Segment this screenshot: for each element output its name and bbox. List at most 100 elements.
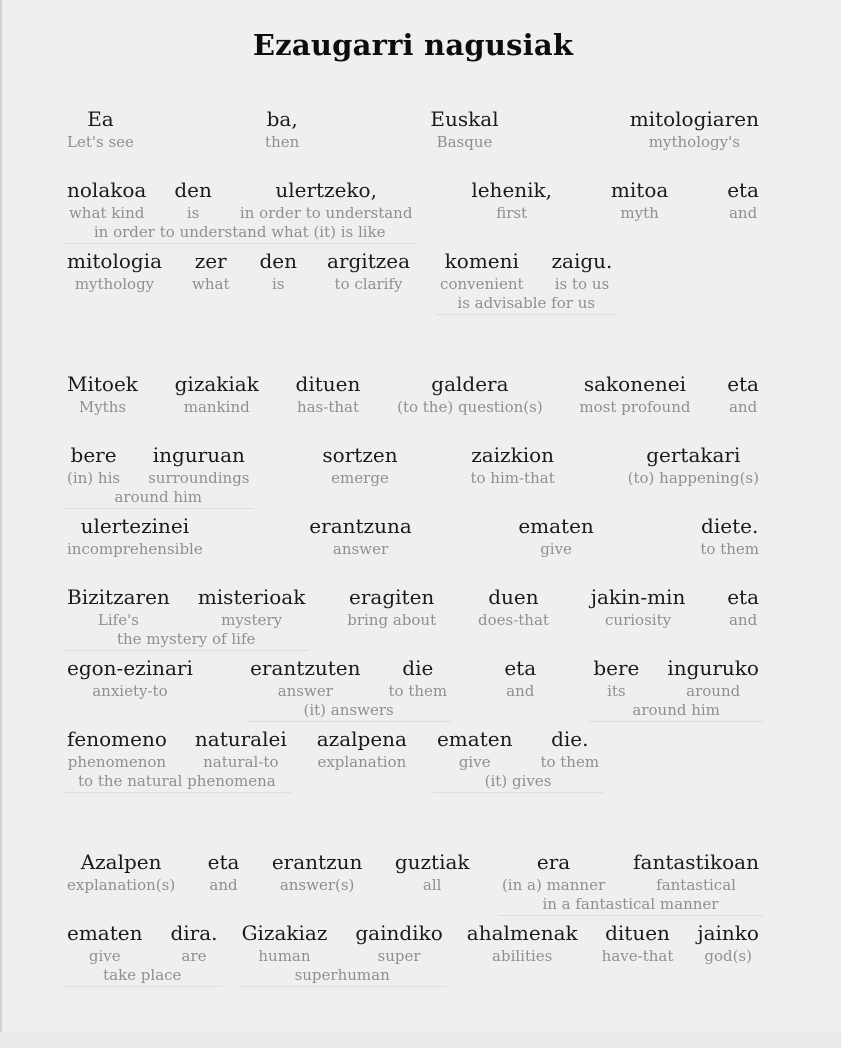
basque-word: nolakoa (67, 178, 147, 202)
gloss-text: in order to understand (239, 204, 413, 222)
basque-word: era (536, 850, 571, 874)
word-unit: gertakari (to) happening(s) (624, 442, 763, 488)
word-unit: jakin-min curiosity (587, 584, 690, 630)
basque-word: erantzun (271, 850, 363, 874)
gloss-text: are (181, 947, 207, 965)
basque-word: Azalpen (80, 850, 162, 874)
word-row: ematen give dira. are (63, 920, 222, 966)
word-unit: erantzun answer(s) (268, 849, 367, 895)
gloss-line: Bizitzaren Life's misterioak mystery the mys… (63, 584, 763, 655)
word-unit: eta and (723, 371, 763, 417)
gloss-line: Azalpen explanation(s) eta and erantzun answe… (63, 849, 763, 920)
word-row: Gizakiaz human gaindiko super (238, 920, 447, 966)
word-row: erantzuna answer (305, 513, 415, 559)
gloss-text: what kind (68, 204, 145, 222)
gloss-text: Life's (97, 611, 139, 629)
word-row: gizakiak mankind (171, 371, 263, 417)
word-row: erantzun answer(s) (268, 849, 367, 895)
word-row: jakin-min curiosity (587, 584, 690, 630)
basque-word: azalpena (316, 727, 407, 751)
word-row: ematen give die. to them (433, 726, 603, 772)
word-unit: guztiak all (391, 849, 474, 895)
gloss-text: is to us (554, 275, 610, 293)
basque-word: erantzuna (309, 514, 412, 538)
basque-word: inguruko (667, 656, 759, 680)
gloss-line: bere (in) his inguruan surroundings around h… (63, 442, 763, 513)
word-unit: eta and (500, 655, 540, 701)
word-unit: Bizitzaren Life's (63, 584, 174, 630)
gloss-text: and (209, 876, 238, 894)
basque-word: ba, (266, 107, 298, 131)
word-unit: die to them (385, 655, 452, 701)
word-unit: lehenik, first (467, 177, 556, 223)
word-row: fenomeno phenomenon naturalei natural-to (63, 726, 291, 772)
basque-word: die (402, 656, 434, 680)
word-unit: ahalmenak abilities (463, 920, 582, 966)
gloss-text: give (540, 540, 572, 558)
gloss-text: is (272, 275, 285, 293)
phrase-gloss: is advisable for us (436, 294, 617, 315)
word-row: eta and (500, 655, 540, 701)
word-row: zer what (188, 248, 233, 294)
word-unit: eta and (723, 177, 763, 223)
word-unit: zer what (188, 248, 233, 294)
word-group: erantzuten answer die to them (it) answers (246, 655, 452, 722)
basque-word: sortzen (322, 443, 398, 467)
phrase-gloss: in a fantastical manner (497, 895, 763, 916)
word-unit: ulertzeko, in order to understand (236, 177, 417, 223)
gloss-text: convenient (440, 275, 524, 293)
gloss-text: to clarify (334, 275, 403, 293)
basque-word: dira. (170, 921, 218, 945)
word-unit: eta and (723, 584, 763, 630)
basque-word: misterioak (197, 585, 306, 609)
gloss-text: then (265, 133, 300, 151)
word-unit: eta and (204, 849, 244, 895)
phrase-gloss: around him (63, 488, 254, 509)
word-row: lehenik, first (467, 177, 556, 223)
word-group: bere its inguruko around around him (589, 655, 763, 722)
word-unit: erantzuten answer (246, 655, 364, 701)
word-unit: mitologiaren mythology's (626, 106, 763, 152)
word-unit: ematen give (433, 726, 516, 772)
word-row: argitzea to clarify (323, 248, 414, 294)
word-unit: galdera (to the) question(s) (393, 371, 547, 417)
word-unit: fantastikoan fantastical (629, 849, 763, 895)
gloss-text: super (377, 947, 421, 965)
word-unit: era (in a) manner (498, 849, 609, 895)
word-unit: Ea Let's see (63, 106, 138, 152)
word-unit: den is (255, 248, 301, 294)
gloss-text: explanation(s) (67, 876, 176, 894)
basque-word: bere (593, 656, 640, 680)
gloss-line: fenomeno phenomenon naturalei natural-to to … (63, 726, 763, 797)
word-unit: Mitoek Myths (63, 371, 142, 417)
basque-word: erantzuten (250, 656, 361, 680)
word-unit: Mitoek Myths (63, 371, 142, 417)
basque-word: den (259, 249, 298, 273)
word-group: bere (in) his inguruan surroundings around h… (63, 442, 254, 509)
word-unit: die. to them (536, 726, 603, 772)
basque-word: Bizitzaren (67, 585, 170, 609)
gloss-line: egon-ezinari anxiety-to erantzuten answer di… (63, 655, 763, 726)
word-unit: eta and (500, 655, 540, 701)
gloss-text: mankind (183, 398, 250, 416)
word-unit: erantzuna answer (305, 513, 415, 559)
word-group: ematen give die. to them (it) gives (432, 726, 604, 793)
basque-word: diete. (701, 514, 759, 538)
word-row: mitoa myth (607, 177, 672, 223)
basque-word: zer (194, 249, 227, 273)
word-unit: egon-ezinari anxiety-to (63, 655, 197, 701)
basque-word: dituen (295, 372, 361, 396)
page-title: Ezaugarri nagusiak (252, 28, 574, 62)
word-row: gertakari (to) happening(s) (624, 442, 763, 488)
word-row: eta and (723, 584, 763, 630)
basque-word: komeni (444, 249, 519, 273)
basque-word: eta (207, 850, 240, 874)
gloss-text: answer (332, 540, 389, 558)
gloss-text: Let's see (67, 133, 134, 151)
basque-word: duen (488, 585, 539, 609)
basque-word: galdera (431, 372, 509, 396)
word-row: Mitoek Myths (63, 371, 142, 417)
word-unit: Azalpen explanation(s) (63, 849, 179, 895)
word-unit: azalpena explanation (313, 726, 411, 772)
word-unit: inguruan surroundings (144, 442, 253, 488)
